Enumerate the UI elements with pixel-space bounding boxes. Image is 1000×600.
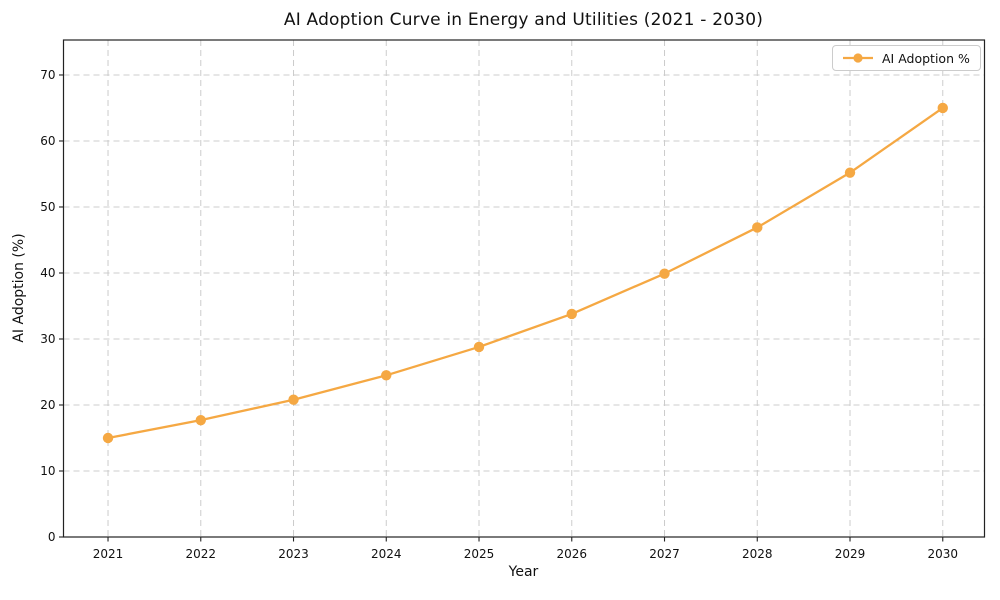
data-point-marker [752,222,763,233]
data-point-marker [195,414,206,426]
legend-marker-icon [853,53,863,63]
x-tick-label: 2030 [927,547,958,561]
legend-label: AI Adoption % [882,50,970,66]
data-point-marker [473,341,485,353]
x-tick-label: 2026 [556,547,587,561]
data-point-marker [937,102,948,114]
y-tick-label: 20 [40,398,55,412]
data-point-marker [102,432,114,444]
legend-line-marker-icon [843,53,873,63]
y-tick-label: 50 [40,200,55,214]
x-tick-label: 2028 [742,547,773,561]
y-tick-label: 0 [48,530,56,544]
data-point-marker [381,370,392,381]
x-axis-label: Year [508,564,539,580]
chart-title: AI Adoption Curve in Energy and Utilitie… [283,10,764,30]
series-line [106,106,944,440]
x-tick-label: 2029 [835,547,866,561]
x-tick-label: 2022 [185,547,216,561]
y-tick-label: 10 [40,464,55,478]
data-point-marker [844,167,856,178]
x-tick-label: 2025 [464,547,495,561]
x-tick-label: 2024 [371,547,402,561]
data-point-marker [288,394,299,405]
y-tick-label: 30 [40,332,55,346]
data-point-marker [566,308,577,320]
y-axis-label: AI Adoption (%) [11,233,27,343]
x-tick-label: 2023 [278,547,309,561]
y-tick-label: 70 [40,68,55,82]
x-tick-label: 2027 [649,547,680,561]
x-tick-label: 2021 [93,547,124,561]
y-tick-label: 40 [40,266,55,280]
data-point-marker [659,268,670,279]
legend: AI Adoption % [832,45,981,71]
y-tick-label: 60 [40,134,55,148]
axes-frame [62,39,986,538]
